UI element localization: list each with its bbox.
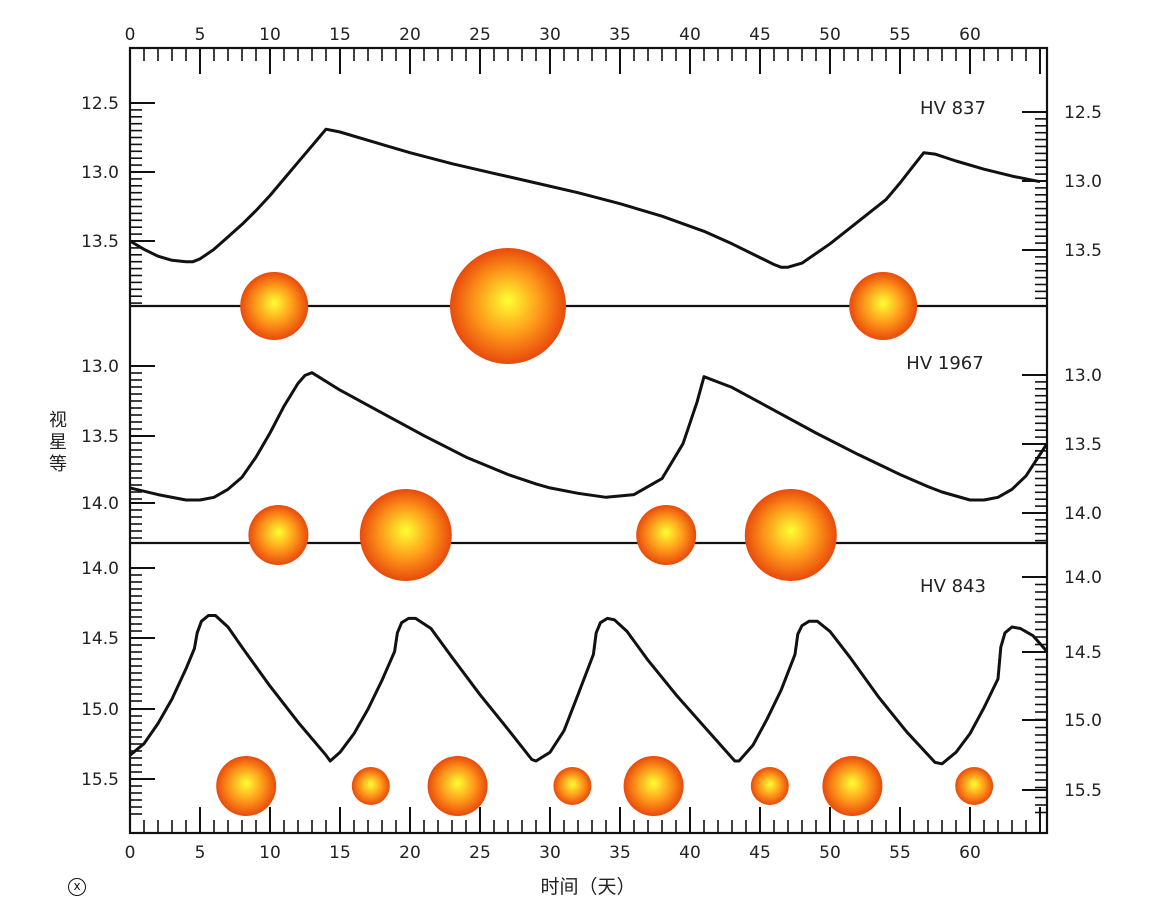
- y-axis-title-char: 星: [49, 432, 67, 453]
- x-axis-title: 时间（天）: [540, 876, 635, 898]
- x-tick-label-bottom: 60: [959, 843, 981, 863]
- x-tick-label-top: 55: [889, 25, 911, 45]
- y-tick-label-right: 14.5: [1064, 643, 1102, 663]
- y-tick-label-right: 13.0: [1064, 366, 1102, 386]
- star-small: [750, 767, 789, 805]
- x-tick-label-bottom: 50: [819, 843, 841, 863]
- y-tick-label-left: 13.5: [81, 232, 119, 252]
- star-small: [248, 505, 309, 565]
- y-tick-label-left: 15.5: [81, 770, 119, 790]
- star-medium: [427, 756, 488, 816]
- y-tick-label-right: 15.5: [1064, 781, 1102, 801]
- x-tick-label-top: 10: [259, 25, 281, 45]
- y-tick-label-left: 14.0: [81, 494, 119, 514]
- x-tick-label-top: 25: [469, 25, 491, 45]
- y-tick-label-right: 13.5: [1064, 435, 1102, 455]
- x-tick-label-top: 50: [819, 25, 841, 45]
- panel-2: [129, 371, 1049, 581]
- y-axis-title: 视星等: [49, 410, 67, 475]
- x-tick-label-bottom: 55: [889, 843, 911, 863]
- star-medium: [216, 756, 277, 816]
- y-tick-label-right: 14.0: [1064, 504, 1102, 524]
- x-tick-label-top: 30: [539, 25, 561, 45]
- panel-3: [129, 614, 1049, 816]
- light-curve-line: [129, 371, 1049, 502]
- x-tick-label-top: 20: [399, 25, 421, 45]
- x-tick-label-top: 40: [679, 25, 701, 45]
- star-small: [955, 767, 994, 805]
- x-tick-label-bottom: 20: [399, 843, 421, 863]
- y-tick-label-left: 13.0: [81, 163, 119, 183]
- y-tick-label-left: 12.5: [81, 94, 119, 114]
- x-tick-label-bottom: 35: [609, 843, 631, 863]
- x-tick-label-bottom: 0: [125, 843, 136, 863]
- light-curve-line: [129, 127, 1041, 269]
- star-small: [351, 767, 390, 805]
- x-tick-label-bottom: 15: [329, 843, 351, 863]
- x-tick-label-top: 45: [749, 25, 771, 45]
- x-tick-label-bottom: 10: [259, 843, 281, 863]
- y-tick-label-right: 12.5: [1064, 103, 1102, 123]
- y-tick-label-left: 13.5: [81, 427, 119, 447]
- light-curve-line: [129, 614, 1049, 766]
- x-tick-label-bottom: 40: [679, 843, 701, 863]
- star-small: [553, 767, 592, 805]
- x-tick-label-top: 5: [195, 25, 206, 45]
- y-tick-label-left: 15.0: [81, 700, 119, 720]
- panel-name-label: HV 837: [920, 98, 986, 119]
- y-tick-label-left: 14.0: [81, 559, 119, 579]
- panel-name-label: HV 843: [920, 576, 986, 597]
- star-large: [450, 248, 566, 364]
- y-tick-label-left: 13.0: [81, 357, 119, 377]
- x-tick-label-bottom: 5: [195, 843, 206, 863]
- y-tick-label-right: 13.0: [1064, 172, 1102, 192]
- star-medium: [240, 272, 309, 340]
- y-tick-label-right: 15.0: [1064, 711, 1102, 731]
- corner-mark: x: [68, 878, 86, 896]
- panel-1: [129, 127, 1047, 364]
- plot-frame: [128, 46, 1049, 835]
- star-medium: [623, 756, 684, 816]
- star-small: [636, 505, 697, 565]
- star-large: [744, 489, 837, 581]
- panel-name-label: HV 1967: [906, 353, 983, 374]
- x-tick-label-top: 0: [125, 25, 136, 45]
- x-tick-label-top: 60: [959, 25, 981, 45]
- x-tick-label-bottom: 25: [469, 843, 491, 863]
- x-tick-label-bottom: 30: [539, 843, 561, 863]
- y-axis-title-char: 等: [49, 454, 67, 475]
- star-medium: [822, 756, 883, 816]
- y-tick-label-right: 13.5: [1064, 241, 1102, 261]
- x-tick-label-top: 35: [609, 25, 631, 45]
- star-medium: [849, 272, 918, 340]
- x-tick-label-top: 15: [329, 25, 351, 45]
- y-axis-title-char: 视: [49, 410, 67, 431]
- y-tick-label-left: 14.5: [81, 629, 119, 649]
- y-tick-label-right: 14.0: [1064, 568, 1102, 588]
- star-large: [359, 489, 452, 581]
- x-tick-label-bottom: 45: [749, 843, 771, 863]
